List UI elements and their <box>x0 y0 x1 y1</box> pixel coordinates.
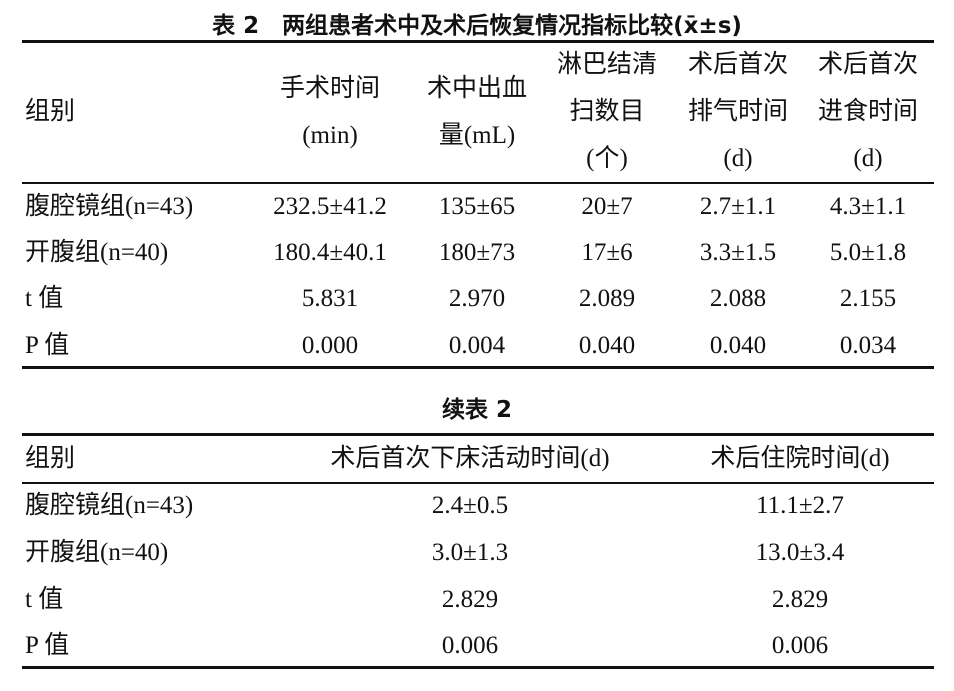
header-cell: 术后首次 <box>817 51 919 78</box>
header-cell: 扫数目 <box>569 98 645 125</box>
data-cell: 232.5±41.2 <box>273 193 387 220</box>
data-cell: 0.040 <box>578 332 636 359</box>
data-cell: 2.088 <box>709 285 767 312</box>
row-label: t 值 <box>25 586 64 613</box>
header-cell: 组别 <box>25 445 76 472</box>
data-cell: 2.829 <box>771 586 829 613</box>
data-cell: 13.0±3.4 <box>755 539 845 566</box>
header-cell: (d) <box>853 145 883 172</box>
data-cell: 0.000 <box>301 332 359 359</box>
data-cell: 4.3±1.1 <box>829 193 907 220</box>
row-label: 开腹组(n=40) <box>25 239 169 266</box>
bottom-rule <box>22 366 934 369</box>
header-cell: 进食时间 <box>817 98 919 125</box>
data-cell: 2.089 <box>578 285 636 312</box>
data-cell: 0.034 <box>839 332 897 359</box>
header-cell: 组别 <box>25 98 76 125</box>
data-cell: 2.970 <box>448 285 506 312</box>
header-cell: 术后首次 <box>687 51 789 78</box>
data-cell: 17±6 <box>581 239 633 266</box>
header-rule <box>22 182 934 184</box>
data-cell: 180±73 <box>438 239 516 266</box>
table-title: 表 2 两组患者术中及术后恢复情况指标比较(x̄±s) <box>212 13 742 39</box>
header-cell: 量(mL) <box>438 121 516 149</box>
row-label: P 值 <box>25 332 70 359</box>
header-cell: 术中出血 <box>426 74 528 102</box>
data-cell: 11.1±2.7 <box>756 492 844 519</box>
row-label: 腹腔镜组(n=43) <box>25 193 194 220</box>
data-cell: 2.829 <box>441 586 499 613</box>
row-label: P 值 <box>25 632 70 659</box>
data-cell: 5.0±1.8 <box>829 239 907 266</box>
data-cell: 3.3±1.5 <box>699 239 777 266</box>
top-rule <box>22 433 934 436</box>
top-rule <box>22 40 934 43</box>
data-cell: 0.006 <box>441 632 499 659</box>
header-cell: 术后首次下床活动时间(d) <box>330 445 610 472</box>
header-cell: 手术时间 <box>279 74 381 102</box>
data-cell: 180.4±40.1 <box>273 239 387 266</box>
data-cell: 2.4±0.5 <box>431 492 509 519</box>
data-cell: 0.004 <box>448 332 506 359</box>
table-title: 续表 2 <box>441 397 513 423</box>
row-label: t 值 <box>25 285 64 312</box>
header-cell: (min) <box>302 121 358 149</box>
header-cell: 排气时间 <box>687 98 789 125</box>
bottom-rule <box>22 666 934 669</box>
data-cell: 2.7±1.1 <box>699 193 777 220</box>
header-cell: (个) <box>586 145 628 172</box>
header-cell: 淋巴结清 <box>556 51 658 78</box>
row-label: 开腹组(n=40) <box>25 539 169 566</box>
header-rule <box>22 482 934 484</box>
data-cell: 135±65 <box>438 193 516 220</box>
data-cell: 0.040 <box>709 332 767 359</box>
data-cell: 20±7 <box>581 193 633 220</box>
data-cell: 3.0±1.3 <box>431 539 509 566</box>
row-label: 腹腔镜组(n=43) <box>25 492 194 519</box>
data-cell: 5.831 <box>301 285 359 312</box>
header-cell: 术后住院时间(d) <box>710 445 890 472</box>
data-cell: 2.155 <box>839 285 897 312</box>
data-cell: 0.006 <box>771 632 829 659</box>
header-cell: (d) <box>723 145 753 172</box>
